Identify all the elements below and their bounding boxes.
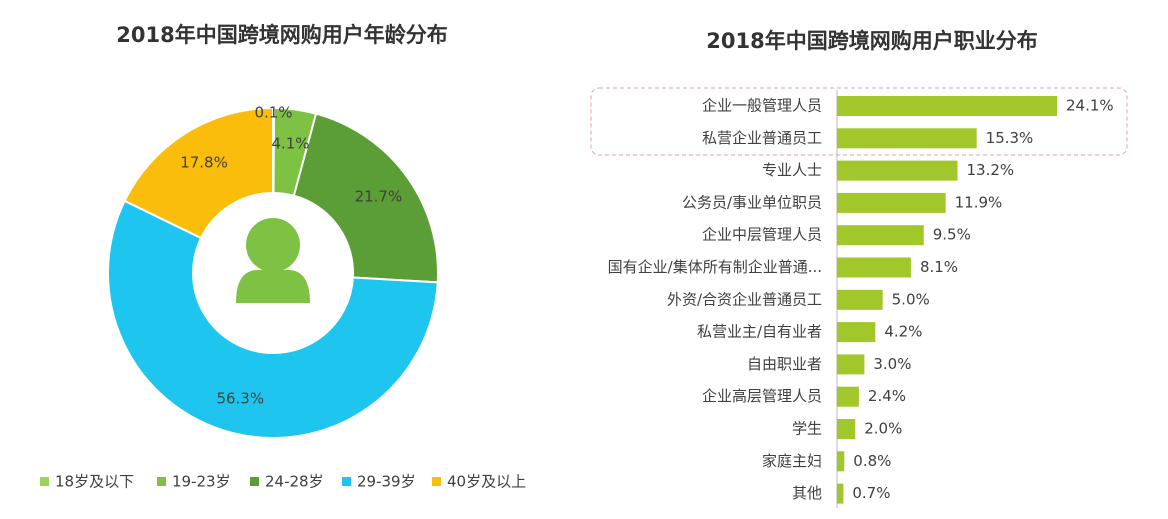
category-label: 国有企业/集体所有制企业普通...	[608, 258, 822, 276]
donut-slice	[107, 199, 439, 439]
category-label: 公务员/事业单位职员	[682, 193, 822, 211]
category-label: 家庭主妇	[762, 452, 822, 470]
slice-label: 4.1%	[271, 135, 309, 153]
value-label: 0.7%	[852, 484, 890, 502]
bar	[837, 386, 859, 407]
bar	[837, 128, 977, 149]
category-label: 外资/合资企业普通员工	[667, 290, 822, 308]
donut	[107, 106, 439, 439]
category-label: 企业中层管理人员	[702, 226, 822, 244]
bar	[837, 96, 1057, 116]
value-label: 5.0%	[892, 290, 930, 308]
value-label: 13.2%	[966, 161, 1014, 179]
category-label: 其他	[792, 484, 822, 502]
value-label: 4.2%	[884, 323, 922, 341]
value-label: 11.9%	[955, 193, 1003, 211]
legend-swatch	[432, 477, 441, 486]
legend-swatch	[250, 477, 259, 486]
person-icon	[236, 218, 310, 303]
category-label: 专业人士	[762, 161, 822, 179]
value-label: 2.4%	[868, 387, 906, 405]
category-label: 企业高层管理人员	[702, 387, 822, 405]
bar	[837, 289, 883, 310]
legend-label: 24-28岁	[265, 473, 324, 491]
legend-label: 29-39岁	[357, 473, 416, 491]
bar	[837, 257, 911, 278]
bar	[837, 160, 958, 181]
category-label: 私营业主/自有业者	[697, 323, 822, 341]
category-label: 企业一般管理人员	[702, 97, 822, 115]
chart-title: 2018年中国跨境网购用户年龄分布	[116, 23, 447, 47]
chart-title: 2018年中国跨境网购用户职业分布	[706, 29, 1037, 53]
legend-swatch	[157, 477, 166, 486]
legend-swatch	[342, 477, 351, 486]
bar	[837, 483, 844, 504]
category-label: 私营企业普通员工	[702, 129, 822, 147]
highlight-box	[590, 87, 1128, 156]
legend-label: 19-23岁	[172, 473, 231, 491]
bar	[837, 354, 865, 375]
bar	[837, 419, 856, 439]
donut-slice	[292, 112, 439, 284]
legend-label: 18岁及以下	[55, 473, 134, 491]
donut-slice	[123, 106, 274, 240]
slice-label: 21.7%	[355, 187, 403, 205]
legend-label: 40岁及以上	[447, 473, 526, 491]
value-label: 2.0%	[864, 420, 902, 438]
value-label: 15.3%	[986, 129, 1034, 147]
category-label: 学生	[792, 420, 822, 438]
value-label: 8.1%	[920, 258, 958, 276]
value-label: 3.0%	[873, 355, 911, 373]
bar	[837, 322, 876, 343]
value-label: 0.8%	[853, 452, 891, 470]
value-label: 9.5%	[933, 226, 971, 244]
bar	[837, 451, 845, 472]
slice-label: 0.1%	[254, 104, 292, 122]
slice-label: 56.3%	[216, 389, 264, 407]
category-label: 自由职业者	[747, 355, 822, 373]
slice-label: 17.8%	[180, 153, 228, 171]
value-label: 24.1%	[1066, 97, 1114, 115]
bar	[837, 225, 924, 246]
bar	[837, 192, 946, 213]
legend-swatch	[40, 477, 49, 486]
